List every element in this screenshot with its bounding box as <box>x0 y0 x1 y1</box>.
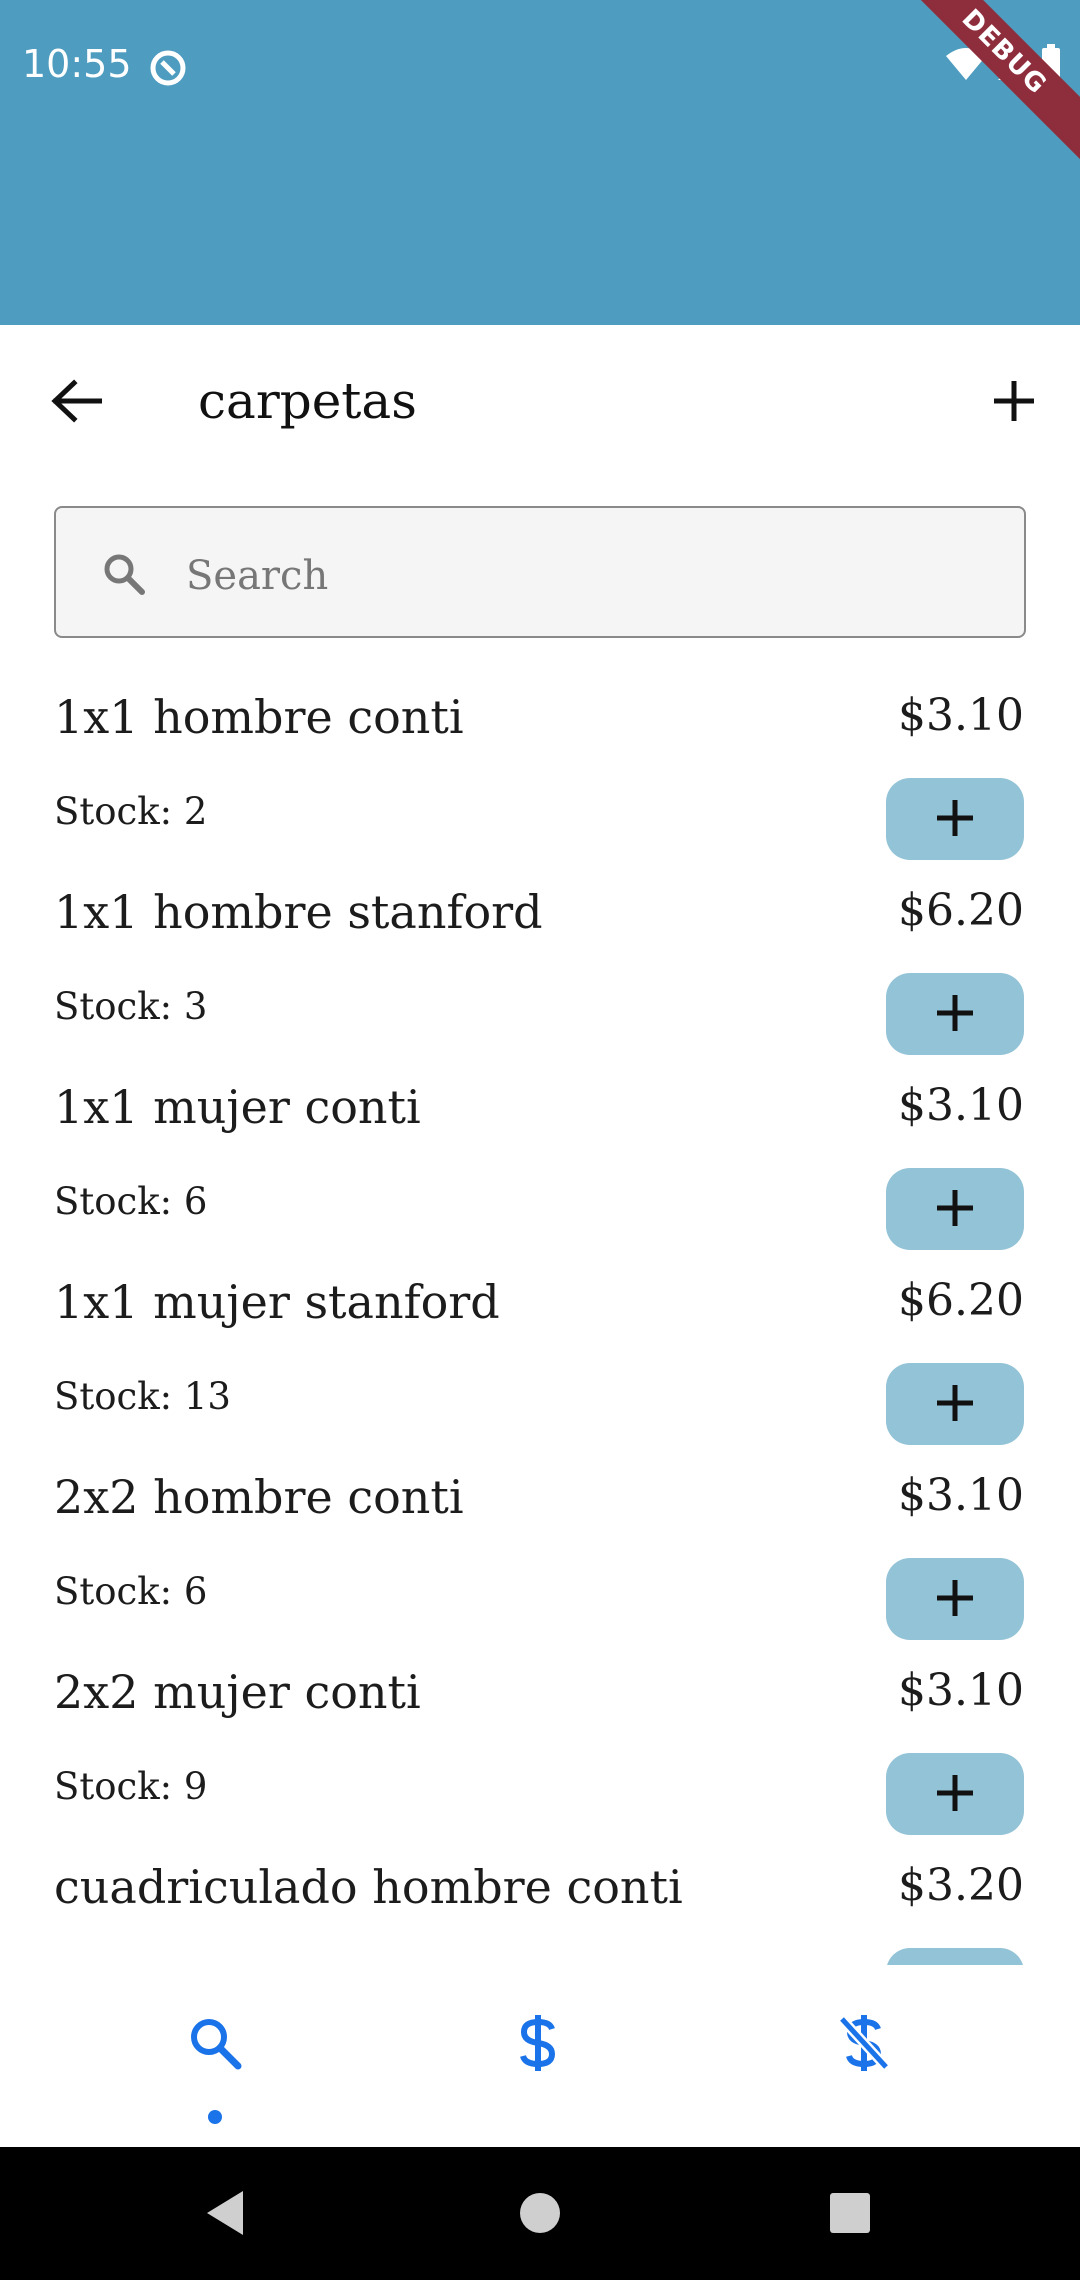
status-bar: 10:55 DEBUG <box>0 0 1080 325</box>
product-name: 1x1 mujer conti <box>54 1080 421 1134</box>
add-to-cart-button[interactable] <box>886 1168 1024 1250</box>
nav-expenses-tab[interactable] <box>804 1995 924 2095</box>
add-to-cart-button[interactable] <box>886 778 1024 860</box>
bottom-navigation <box>0 1965 1080 2147</box>
product-name: 2x2 hombre conti <box>54 1470 464 1524</box>
product-name: 2x2 mujer conti <box>54 1665 421 1719</box>
nav-search-tab[interactable] <box>155 1995 275 2095</box>
system-back-button[interactable] <box>195 2185 255 2245</box>
arrow-left-icon <box>50 379 103 427</box>
product-price: $3.10 <box>898 1470 1024 1521</box>
active-tab-indicator <box>208 2110 222 2124</box>
plus-icon <box>933 796 977 843</box>
search-box[interactable] <box>54 506 1026 638</box>
system-navigation-bar <box>0 2147 1080 2280</box>
search-icon <box>185 2013 245 2077</box>
product-price: $3.10 <box>898 1080 1024 1131</box>
list-item: 2x2 hombre conti $3.10 Stock: 6 <box>0 1440 1080 1640</box>
product-stock: Stock: 6 <box>54 1570 208 1613</box>
product-name: 1x1 mujer stanford <box>54 1275 500 1329</box>
add-product-button[interactable] <box>978 367 1050 439</box>
system-recents-button[interactable] <box>820 2185 880 2245</box>
square-recents-icon <box>829 2192 871 2238</box>
product-stock: Stock: 2 <box>54 790 208 833</box>
product-stock: Stock: 9 <box>54 1765 208 1808</box>
product-price: $3.10 <box>898 690 1024 741</box>
app-bar: carpetas <box>0 325 1080 475</box>
add-to-cart-button[interactable] <box>886 1948 1024 1965</box>
list-item: 1x1 mujer stanford $6.20 Stock: 13 <box>0 1245 1080 1445</box>
search-input[interactable] <box>186 538 986 614</box>
product-price: $3.20 <box>898 1860 1024 1911</box>
search-icon <box>100 550 148 598</box>
plus-icon <box>933 1771 977 1818</box>
dollar-off-icon <box>838 2013 890 2077</box>
list-item: 2x2 mujer conti $3.10 Stock: 9 <box>0 1635 1080 1835</box>
plus-icon <box>992 379 1036 427</box>
product-stock: Stock: 3 <box>54 985 208 1028</box>
app-notification-icon <box>148 48 188 88</box>
plus-icon <box>933 1381 977 1428</box>
list-item: 1x1 mujer conti $3.10 Stock: 6 <box>0 1050 1080 1250</box>
product-stock: Stock: 6 <box>54 1180 208 1223</box>
add-to-cart-button[interactable] <box>886 973 1024 1055</box>
nav-sales-tab[interactable] <box>478 1995 598 2095</box>
product-stock: Stock: 13 <box>54 1375 231 1418</box>
add-to-cart-button[interactable] <box>886 1363 1024 1445</box>
list-item: 1x1 hombre conti $3.10 Stock: 2 <box>0 660 1080 860</box>
product-price: $6.20 <box>898 885 1024 936</box>
circle-home-icon <box>518 2191 562 2239</box>
product-list[interactable]: 1x1 hombre conti $3.10 Stock: 2 1x1 homb… <box>0 660 1080 1965</box>
add-to-cart-button[interactable] <box>886 1558 1024 1640</box>
product-name: cuadriculado hombre conti <box>54 1860 683 1914</box>
add-to-cart-button[interactable] <box>886 1753 1024 1835</box>
list-item: cuadriculado hombre conti $3.20 <box>0 1830 1080 1965</box>
plus-icon <box>933 1186 977 1233</box>
dollar-icon <box>516 2013 560 2077</box>
product-name: 1x1 hombre stanford <box>54 885 543 939</box>
plus-icon <box>933 1576 977 1623</box>
product-price: $6.20 <box>898 1275 1024 1326</box>
status-time: 10:55 <box>22 42 132 86</box>
product-name: 1x1 hombre conti <box>54 690 464 744</box>
list-item: 1x1 hombre stanford $6.20 Stock: 3 <box>0 855 1080 1055</box>
page-title: carpetas <box>198 372 417 430</box>
plus-icon <box>933 991 977 1038</box>
product-price: $3.10 <box>898 1665 1024 1716</box>
triangle-back-icon <box>203 2189 247 2241</box>
system-home-button[interactable] <box>510 2185 570 2245</box>
back-button[interactable] <box>40 367 112 439</box>
